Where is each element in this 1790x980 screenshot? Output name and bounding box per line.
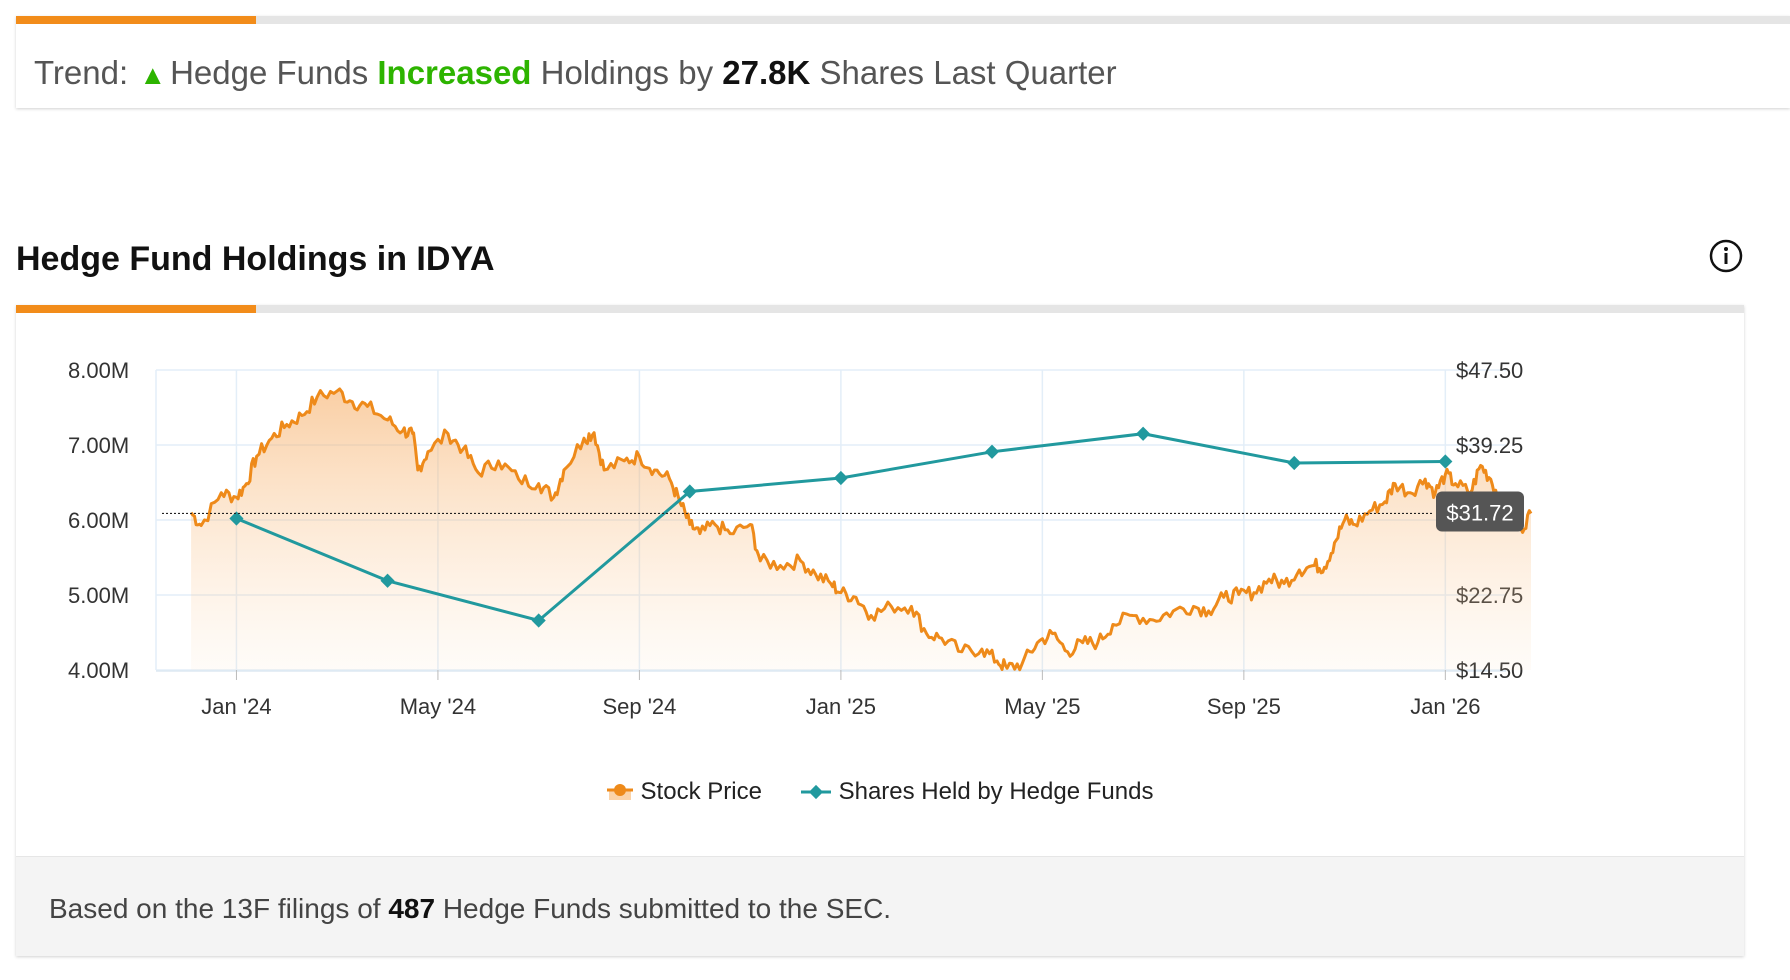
legend-stock-price[interactable]: Stock Price (606, 778, 762, 806)
holdings-point (531, 613, 546, 628)
x-tick-label: May '25 (1004, 694, 1080, 719)
current-price-label: $31.72 (1446, 500, 1513, 525)
holdings-point (984, 444, 1000, 459)
trend-text-1: Hedge Funds (170, 54, 369, 91)
left-axis: 8.00M 7.00M 6.00M 5.00M 4.00M (68, 358, 129, 683)
chart-card: 8.00M 7.00M 6.00M 5.00M 4.00M $47.50 $39.25 $3… (16, 305, 1744, 956)
footer: Based on the 13F filings of 487 Hedge Fu… (16, 856, 1744, 956)
right-tick-label: $47.50 (1456, 358, 1523, 383)
footer-suffix: Hedge Funds submitted to the SEC. (442, 893, 892, 924)
holdings-point (1438, 454, 1453, 469)
x-tick-label: Jan '24 (201, 694, 271, 719)
stock-price-area (191, 389, 1532, 670)
left-tick-label: 4.00M (68, 658, 129, 683)
trend-prefix: Trend: (34, 54, 129, 91)
current-price-marker: $31.72 (162, 491, 1524, 532)
x-tick-label: Sep '25 (1207, 694, 1281, 719)
x-tick-label: Sep '24 (602, 694, 676, 719)
hedge-fund-count: 487 (388, 893, 436, 924)
holdings-point (833, 470, 848, 486)
x-axis: Jan '24 May '24 Sep '24 Jan '25 May '25 Sep '… (201, 694, 1480, 719)
holdings-point (229, 511, 244, 526)
stock-price-series (189, 387, 1533, 672)
right-tick-label: $39.25 (1456, 433, 1523, 458)
trend-direction: Increased (377, 54, 532, 91)
legend-holdings[interactable]: Shares Held by Hedge Funds (800, 778, 1154, 806)
stock-price-legend-icon (606, 784, 633, 800)
x-tick-label: Jan '26 (1410, 694, 1480, 719)
chart-accent-bar (16, 305, 256, 313)
info-icon[interactable] (1709, 239, 1743, 273)
current-price-badge (1436, 491, 1524, 532)
footer-prefix: Based on the 13F filings of (49, 893, 381, 924)
trend-text: Trend: ▲ Hedge Funds Increased Holdings b… (34, 54, 1117, 92)
footer-text: Based on the 13F filings of 487 Hedge Fu… (49, 893, 891, 925)
holdings-chart: 8.00M 7.00M 6.00M 5.00M 4.00M $47.50 $39.25 $3… (68, 358, 1533, 719)
trend-text-2: Holdings by (540, 54, 714, 91)
trend-text-3: Shares Last Quarter (819, 54, 1117, 91)
holdings-legend-icon (800, 784, 831, 800)
trend-accent-bar (16, 16, 256, 24)
section-title: Hedge Fund Holdings in IDYA (16, 240, 495, 278)
trend-amount: 27.8K (722, 54, 811, 91)
holdings-point (1136, 426, 1151, 441)
trend-card: Trend: ▲ Hedge Funds Increased Holdings b… (16, 16, 1790, 108)
stock-price-line (189, 387, 1533, 672)
holdings-series (229, 426, 1453, 628)
x-tick-label: Jan '25 (806, 694, 876, 719)
left-tick-label: 6.00M (68, 508, 129, 533)
up-arrow-icon: ▲ (139, 60, 167, 90)
legend-label: Stock Price (640, 778, 762, 805)
x-tick-label: May '24 (400, 694, 476, 719)
legend-label: Shares Held by Hedge Funds (838, 778, 1154, 805)
left-tick-label: 8.00M (68, 358, 129, 383)
holdings-point (1287, 455, 1302, 471)
left-tick-label: 5.00M (68, 583, 129, 608)
left-tick-label: 7.00M (68, 433, 129, 458)
holdings-point (380, 573, 395, 588)
holdings-point (682, 484, 697, 499)
chart-legend: Stock Price Shares Held by Hedge Funds (16, 778, 1744, 809)
